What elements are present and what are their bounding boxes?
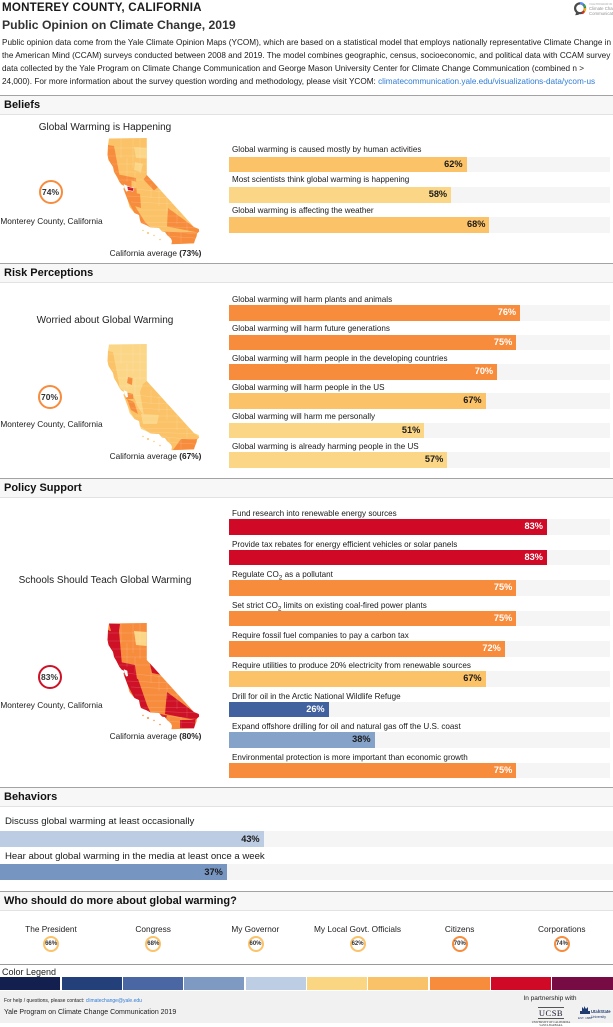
svg-text:Communication: Communication: [589, 11, 613, 16]
svg-text:UtahState: UtahState: [591, 1009, 611, 1014]
svg-text:University: University: [591, 1015, 606, 1019]
svg-text:EST. 1888: EST. 1888: [578, 1016, 592, 1020]
svg-text:YALE PROGRAM ON: YALE PROGRAM ON: [589, 3, 612, 6]
svg-text:Climate Change: Climate Change: [589, 6, 613, 11]
